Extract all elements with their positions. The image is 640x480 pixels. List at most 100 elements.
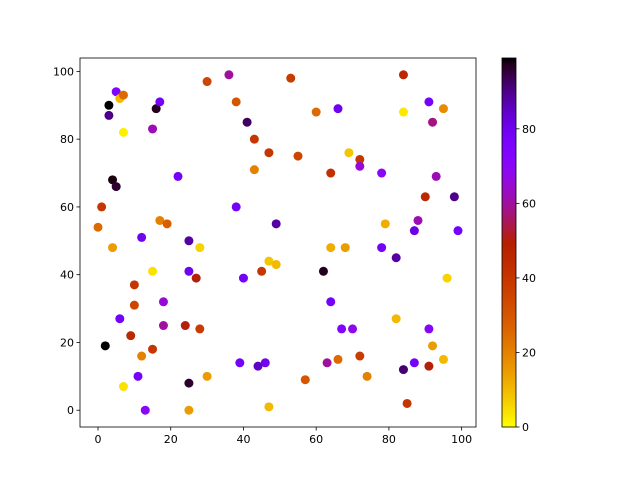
point xyxy=(438,104,448,114)
point xyxy=(286,73,296,83)
point xyxy=(318,266,328,276)
point xyxy=(140,405,150,415)
point xyxy=(115,314,125,324)
point xyxy=(442,273,452,283)
point xyxy=(195,324,205,334)
point xyxy=(260,358,270,368)
point xyxy=(326,243,336,253)
point xyxy=(326,168,336,178)
point xyxy=(129,300,139,310)
point xyxy=(348,324,358,334)
point xyxy=(271,219,281,229)
point xyxy=(231,97,241,107)
point xyxy=(377,243,387,253)
point xyxy=(337,324,347,334)
point xyxy=(126,331,136,341)
point xyxy=(391,314,401,324)
point xyxy=(158,297,168,307)
point xyxy=(118,382,128,392)
point xyxy=(148,266,158,276)
point xyxy=(249,134,259,144)
point xyxy=(111,182,121,192)
point xyxy=(377,168,387,178)
point xyxy=(355,351,365,361)
point xyxy=(362,371,372,381)
point xyxy=(344,148,354,158)
point xyxy=(391,253,401,263)
point xyxy=(253,361,263,371)
point xyxy=(118,127,128,137)
point xyxy=(155,215,165,225)
point xyxy=(148,124,158,134)
point xyxy=(224,70,234,80)
colorbar xyxy=(501,57,517,428)
point xyxy=(173,171,183,181)
point xyxy=(108,243,118,253)
point xyxy=(184,378,194,388)
point xyxy=(322,358,332,368)
point xyxy=(453,226,463,236)
point xyxy=(104,100,114,110)
point xyxy=(264,148,274,158)
point xyxy=(195,243,205,253)
point xyxy=(424,97,434,107)
x-tick-label: 80 xyxy=(382,433,396,446)
point xyxy=(184,405,194,415)
point xyxy=(355,154,365,164)
point xyxy=(249,165,259,175)
point xyxy=(428,117,438,127)
point xyxy=(293,151,303,161)
point xyxy=(449,192,459,202)
point xyxy=(202,371,212,381)
point xyxy=(137,351,147,361)
colorbar-tick-label: 60 xyxy=(522,197,536,210)
point xyxy=(108,175,118,185)
point xyxy=(257,266,267,276)
point xyxy=(333,104,343,114)
point xyxy=(420,192,430,202)
point xyxy=(148,344,158,354)
point xyxy=(355,161,365,171)
colorbar-tick-label: 40 xyxy=(522,272,536,285)
point xyxy=(424,361,434,371)
point xyxy=(238,273,248,283)
point xyxy=(97,202,107,212)
x-tick-label: 20 xyxy=(164,433,178,446)
point xyxy=(184,266,194,276)
point xyxy=(158,321,168,331)
point xyxy=(409,358,419,368)
point xyxy=(409,226,419,236)
colorbar-tick-label: 80 xyxy=(522,123,536,136)
point xyxy=(438,354,448,364)
point xyxy=(300,375,310,385)
point xyxy=(151,104,161,114)
y-tick-label: 80 xyxy=(60,133,74,146)
point xyxy=(93,222,103,232)
x-tick-label: 100 xyxy=(451,433,472,446)
point xyxy=(340,243,350,253)
x-tick-label: 0 xyxy=(95,433,102,446)
point xyxy=(413,215,423,225)
y-tick-label: 40 xyxy=(60,269,74,282)
plot-frame xyxy=(79,57,477,428)
point xyxy=(111,87,121,97)
point xyxy=(398,365,408,375)
point xyxy=(264,256,274,266)
point xyxy=(191,273,201,283)
point xyxy=(184,236,194,246)
y-tick-label: 100 xyxy=(53,65,74,78)
colorbar-tick-label: 20 xyxy=(522,346,536,359)
point xyxy=(402,398,412,408)
point xyxy=(137,232,147,242)
point xyxy=(428,341,438,351)
point xyxy=(380,219,390,229)
point xyxy=(264,402,274,412)
point xyxy=(100,341,110,351)
point xyxy=(155,97,165,107)
point xyxy=(398,70,408,80)
point xyxy=(235,358,245,368)
point xyxy=(180,321,190,331)
point xyxy=(242,117,252,127)
